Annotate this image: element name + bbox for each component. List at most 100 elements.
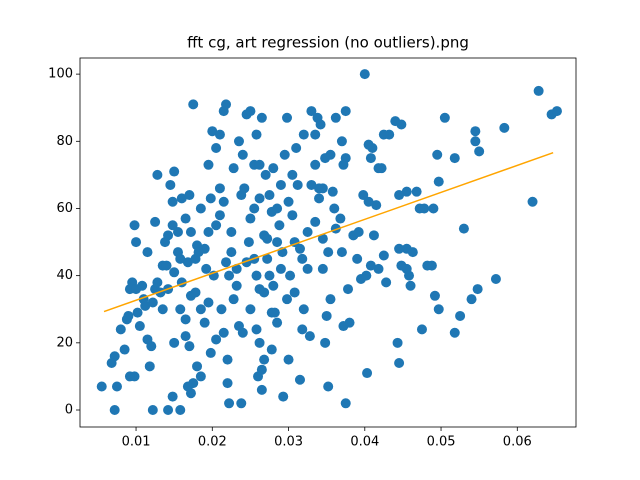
scatter-point bbox=[294, 374, 305, 385]
plot-area bbox=[96, 69, 562, 416]
scatter-point bbox=[312, 112, 323, 123]
scatter-point bbox=[228, 163, 239, 174]
scatter-point bbox=[306, 106, 317, 117]
y-tick-label: 40 bbox=[56, 268, 73, 283]
scatter-point bbox=[254, 159, 265, 170]
scatter-point bbox=[256, 384, 267, 395]
scatter-point bbox=[394, 243, 405, 254]
scatter-point bbox=[533, 85, 544, 96]
scatter-point bbox=[214, 210, 225, 221]
scatter-point bbox=[180, 331, 191, 342]
scatter-point bbox=[245, 304, 256, 315]
scatter-point bbox=[268, 280, 279, 291]
scatter-point bbox=[137, 280, 148, 291]
scatter-point bbox=[365, 153, 376, 164]
scatter-point bbox=[211, 220, 222, 231]
scatter-point bbox=[239, 183, 250, 194]
scatter-point bbox=[203, 226, 214, 237]
scatter-point bbox=[203, 297, 214, 308]
scatter-point bbox=[373, 163, 384, 174]
scatter-point bbox=[359, 69, 370, 80]
scatter-point bbox=[278, 391, 289, 402]
scatter-point bbox=[327, 186, 338, 197]
scatter-point bbox=[449, 153, 460, 164]
y-tick-label: 0 bbox=[65, 403, 73, 418]
scatter-point bbox=[190, 287, 201, 298]
scatter-point bbox=[254, 284, 265, 295]
scatter-point bbox=[432, 149, 443, 160]
scatter-point bbox=[340, 398, 351, 409]
scatter-point bbox=[106, 357, 117, 368]
scatter-point bbox=[123, 310, 134, 321]
scatter-point bbox=[147, 405, 158, 416]
scatter-point bbox=[201, 263, 212, 274]
scatter-point bbox=[251, 270, 262, 281]
scatter-point bbox=[144, 361, 155, 372]
chart-title: fft cg, art regression (no outliers).png bbox=[187, 34, 469, 52]
scatter-point bbox=[272, 237, 283, 248]
scatter-point bbox=[163, 405, 174, 416]
scatter-point bbox=[222, 354, 233, 365]
scatter-point bbox=[373, 263, 384, 274]
scatter-point bbox=[551, 106, 562, 117]
scatter-point bbox=[472, 284, 483, 295]
scatter-point bbox=[298, 129, 309, 140]
scatter-point bbox=[251, 129, 262, 140]
x-tick-label: 0.04 bbox=[350, 435, 379, 450]
scatter-point bbox=[221, 257, 232, 268]
y-tick-label: 80 bbox=[56, 134, 73, 149]
scatter-point bbox=[304, 331, 315, 342]
x-tick-label: 0.01 bbox=[122, 435, 151, 450]
scatter-point bbox=[262, 253, 273, 264]
scatter-point bbox=[109, 405, 120, 416]
scatter-point bbox=[119, 344, 130, 355]
scatter-point bbox=[140, 300, 151, 311]
scatter-point bbox=[259, 354, 270, 365]
scatter-point bbox=[195, 371, 206, 382]
scatter-point bbox=[249, 203, 260, 214]
scatter-point bbox=[254, 337, 265, 348]
scatter-point bbox=[169, 267, 180, 278]
scatter-point bbox=[416, 324, 427, 335]
scatter-point bbox=[466, 294, 477, 305]
scatter-point bbox=[195, 203, 206, 214]
scatter-point bbox=[176, 193, 187, 204]
scatter-point bbox=[211, 143, 222, 154]
scatter-point bbox=[291, 143, 302, 154]
scatter-point bbox=[260, 169, 271, 180]
scatter-point bbox=[449, 327, 460, 338]
y-tick-label: 20 bbox=[56, 335, 73, 350]
scatter-point bbox=[338, 159, 349, 170]
scatter-point bbox=[323, 247, 334, 258]
scatter-point bbox=[310, 129, 321, 140]
scatter-point bbox=[338, 321, 349, 332]
scatter-point bbox=[264, 270, 275, 281]
scatter-point bbox=[378, 250, 389, 261]
scatter-point bbox=[283, 196, 294, 207]
scatter-point bbox=[343, 284, 354, 295]
scatter-point bbox=[297, 324, 308, 335]
scatter-point bbox=[172, 226, 183, 237]
scatter-point bbox=[184, 341, 195, 352]
scatter-point bbox=[228, 294, 239, 305]
scatter-point bbox=[323, 381, 334, 392]
scatter-point bbox=[368, 230, 379, 241]
scatter-point bbox=[294, 243, 305, 254]
scatter-point bbox=[203, 159, 214, 170]
scatter-point bbox=[211, 334, 222, 345]
scatter-point bbox=[287, 169, 298, 180]
scatter-point bbox=[407, 247, 418, 258]
scatter-point bbox=[182, 257, 193, 268]
scatter-point bbox=[214, 129, 225, 140]
scatter-point bbox=[287, 210, 298, 221]
scatter-point bbox=[275, 263, 286, 274]
y-tick-label: 60 bbox=[56, 201, 73, 216]
scatter-point bbox=[115, 324, 126, 335]
scatter-point bbox=[321, 310, 332, 321]
scatter-point bbox=[330, 112, 341, 123]
scatter-point bbox=[283, 354, 294, 365]
scatter-point bbox=[167, 196, 178, 207]
scatter-point bbox=[272, 203, 283, 214]
scatter-point bbox=[262, 233, 273, 244]
